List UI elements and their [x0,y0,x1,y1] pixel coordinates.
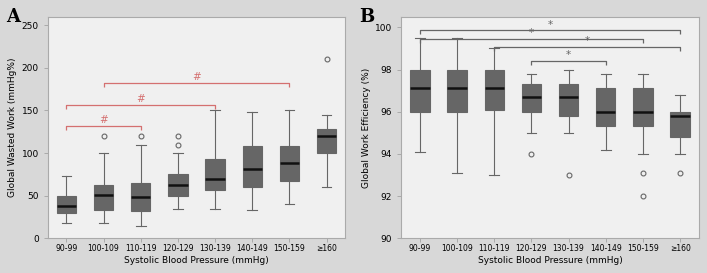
PathPatch shape [670,112,690,137]
PathPatch shape [280,146,299,181]
PathPatch shape [57,196,76,213]
PathPatch shape [206,159,225,190]
Y-axis label: Global Wasted Work (mmHg%): Global Wasted Work (mmHg%) [8,58,18,197]
Text: A: A [6,8,20,26]
Text: #: # [99,115,108,125]
PathPatch shape [633,88,653,126]
X-axis label: Systolic Blood Pressure (mmHg): Systolic Blood Pressure (mmHg) [124,256,269,265]
PathPatch shape [243,146,262,187]
Text: *: * [547,20,553,29]
PathPatch shape [484,70,504,109]
X-axis label: Systolic Blood Pressure (mmHg): Systolic Blood Pressure (mmHg) [478,256,622,265]
Text: #: # [136,94,145,104]
Text: *: * [585,37,590,46]
PathPatch shape [559,84,578,116]
Text: B: B [360,8,375,26]
PathPatch shape [596,88,615,126]
PathPatch shape [168,174,187,196]
PathPatch shape [131,183,151,211]
Text: *: * [529,28,534,38]
PathPatch shape [317,129,337,153]
PathPatch shape [410,70,430,112]
Text: #: # [192,72,201,82]
PathPatch shape [448,70,467,112]
PathPatch shape [522,84,541,112]
Text: *: * [566,50,571,60]
PathPatch shape [94,185,113,210]
Y-axis label: Global Work Efficiency (%): Global Work Efficiency (%) [362,67,371,188]
